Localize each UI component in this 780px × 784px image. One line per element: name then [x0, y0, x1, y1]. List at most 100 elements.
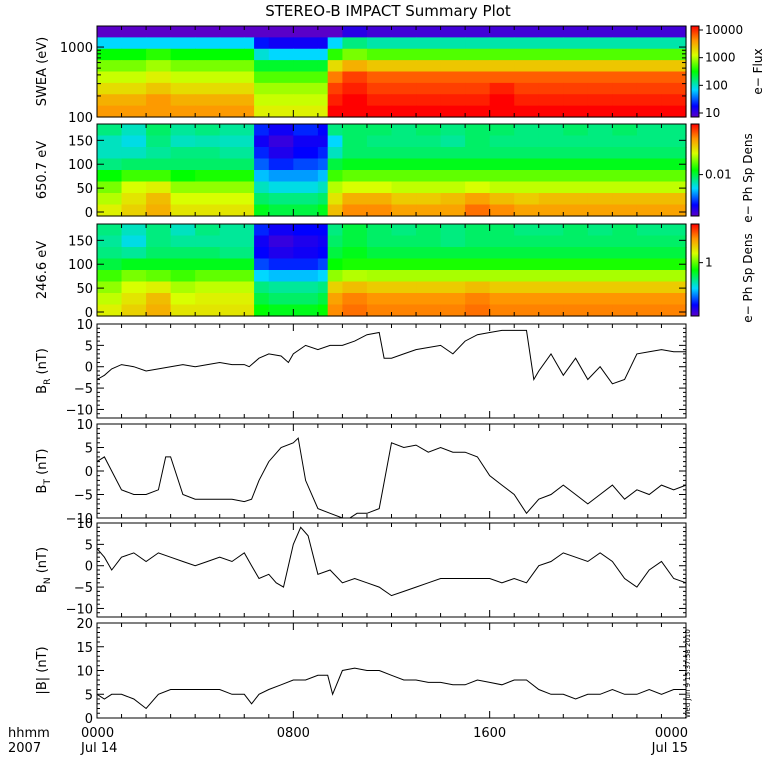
heatmap-cell [342, 193, 368, 206]
heatmap-cell [146, 48, 172, 61]
heatmap-cell [195, 170, 221, 183]
heatmap-cell [440, 37, 466, 50]
heatmap-cell [293, 26, 319, 38]
heatmap-cell [317, 26, 329, 38]
heatmap-cell [146, 281, 172, 294]
heatmap-cell [254, 124, 270, 137]
heatmap-cell [440, 170, 466, 183]
heatmap-cell [327, 71, 344, 84]
heatmap-cell [317, 135, 329, 148]
heatmap-cell [440, 158, 466, 171]
heatmap-cell [219, 281, 245, 294]
heatmap-cell [254, 293, 270, 306]
b-ytick-label: −5 [74, 489, 93, 504]
heatmap-cell [416, 235, 442, 248]
heatmap-cell [391, 258, 417, 271]
heatmap-cell [219, 181, 245, 194]
heatmap-cell [563, 26, 589, 38]
heatmap-cell [366, 60, 393, 73]
heatmap-cell [391, 94, 417, 107]
heatmap-cell [489, 135, 515, 148]
heatmap-cell [416, 147, 442, 160]
br-frame [96, 323, 687, 419]
heatmap-cell [514, 158, 540, 171]
heatmap-cell [440, 204, 466, 217]
heatmap-cell [514, 293, 540, 306]
heatmap-cell [636, 135, 663, 148]
heatmap-cell [661, 82, 687, 95]
heatmap-cell [327, 293, 344, 306]
heatmap-cell [170, 158, 196, 171]
heatmap-cell [416, 224, 442, 237]
heatmap-cell [244, 71, 255, 84]
heatmap-cell [97, 170, 123, 183]
heatmap-cell [661, 181, 687, 194]
heatmap-cell [416, 71, 442, 84]
heatmap-cell [661, 235, 687, 248]
heatmap-cell [268, 170, 294, 183]
heatmap-cell [489, 48, 515, 61]
heatmap-cell [391, 105, 417, 118]
heatmap-cell [612, 71, 638, 84]
heatmap-cell [293, 270, 319, 283]
heatmap-cell [121, 281, 147, 294]
heatmap-cell [391, 247, 417, 260]
heatmap-cell [661, 26, 687, 38]
heatmap-cell [97, 37, 123, 50]
heatmap-cell [440, 181, 466, 194]
heatmap-cell [254, 82, 270, 95]
heatmap-cell [342, 158, 368, 171]
heatmap-cell [146, 158, 172, 171]
heatmap-cell [465, 170, 491, 183]
bmag-frame [96, 622, 687, 719]
heatmap-cell [121, 94, 147, 107]
pad-ytick-label: 150 [68, 234, 93, 249]
heatmap-cell [97, 94, 123, 107]
heatmap-cell [636, 293, 663, 306]
heatmap-cell [327, 170, 344, 183]
heatmap-cell [121, 304, 147, 317]
heatmap-cell [366, 204, 393, 217]
heatmap-cell [317, 304, 329, 317]
heatmap-cell [440, 60, 466, 73]
heatmap-cell [440, 247, 466, 260]
pad-ytick-label: 50 [76, 282, 93, 297]
heatmap-cell [416, 304, 442, 317]
heatmap-cell [489, 270, 515, 283]
heatmap-cell [587, 147, 613, 160]
heatmap-cell [342, 26, 368, 38]
heatmap-cell [465, 37, 491, 50]
pad-ytick-label: 50 [76, 182, 93, 197]
heatmap-cell [121, 224, 147, 237]
heatmap-cell [293, 37, 319, 50]
heatmap-cell [391, 48, 417, 61]
heatmap-cell [391, 26, 417, 38]
heatmap-cell [489, 193, 515, 206]
heatmap-cell [219, 304, 245, 317]
heatmap-cell [612, 37, 638, 50]
heatmap-cell [146, 181, 172, 194]
heatmap-cell [146, 94, 172, 107]
heatmap-cell [391, 135, 417, 148]
heatmap-cell [342, 37, 368, 50]
heatmap-cell [538, 304, 564, 317]
heatmap-cell [514, 37, 540, 50]
heatmap-cell [293, 158, 319, 171]
heatmap-cell [268, 204, 294, 217]
heatmap-cell [170, 281, 196, 294]
heatmap-cell [563, 224, 589, 237]
heatmap-cell [97, 224, 123, 237]
year-label: 2007 [8, 741, 41, 756]
heatmap-cell [440, 281, 466, 294]
heatmap-cell [661, 224, 687, 237]
heatmap-cell [170, 105, 196, 118]
heatmap-cell [219, 247, 245, 260]
heatmap-cell [612, 170, 638, 183]
b-ytick-label: 15 [76, 641, 93, 656]
heatmap-cell [366, 135, 393, 148]
heatmap-cell [391, 147, 417, 160]
heatmap-cell [146, 235, 172, 248]
heatmap-cell [97, 181, 123, 194]
heatmap-cell [195, 158, 221, 171]
heatmap-cell [416, 258, 442, 271]
